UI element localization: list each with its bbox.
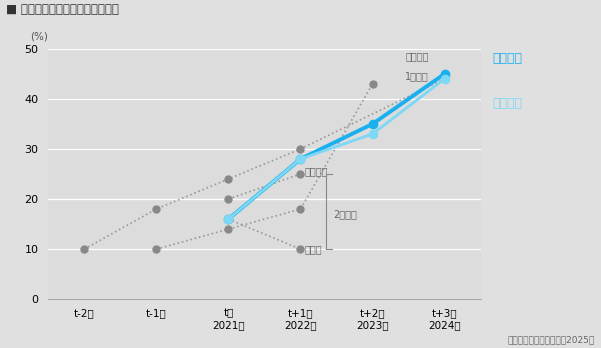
Text: ■ 先行するふたつの価値スタイル: ■ 先行するふたつの価値スタイル (6, 3, 119, 16)
Text: （出所）「消費社会白書2025」: （出所）「消費社会白書2025」 (508, 335, 595, 345)
Text: 品格上質: 品格上質 (493, 52, 523, 65)
Text: 質素悠々: 質素悠々 (405, 51, 429, 61)
Text: 脱力系: 脱力系 (304, 244, 322, 254)
Text: 1期遅行: 1期遅行 (405, 71, 429, 81)
Text: 2期遅行: 2期遅行 (333, 209, 357, 219)
Text: (%): (%) (30, 31, 48, 41)
Text: 平凡充実: 平凡充実 (304, 166, 328, 176)
Text: 先進感覚: 先進感覚 (493, 97, 523, 110)
